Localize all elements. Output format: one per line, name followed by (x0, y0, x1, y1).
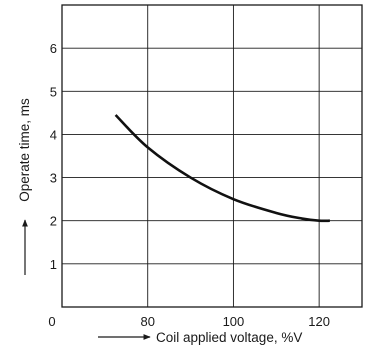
x-axis-label: Coil applied voltage, %V (156, 330, 302, 345)
y-tick-label-4: 4 (50, 127, 57, 142)
tick-labels: 80 100 120 1 2 3 4 5 6 (50, 41, 330, 329)
plot-frame (61, 4, 363, 308)
origin-label: 0 (48, 314, 55, 329)
y-axis-label: Operate time, ms (17, 98, 32, 202)
y-tick-label-1: 1 (50, 257, 57, 272)
y-tick-label-6: 6 (50, 41, 57, 56)
y-tick-label-3: 3 (50, 171, 57, 186)
x-tick-label-100: 100 (223, 314, 245, 329)
y-tick-label-5: 5 (50, 84, 57, 99)
grid (62, 5, 362, 307)
series-line-0 (114, 114, 330, 223)
x-tick-label-120: 120 (308, 314, 330, 329)
series (114, 114, 330, 223)
y-tick-label-2: 2 (50, 214, 57, 229)
x-tick-label-80: 80 (140, 314, 154, 329)
